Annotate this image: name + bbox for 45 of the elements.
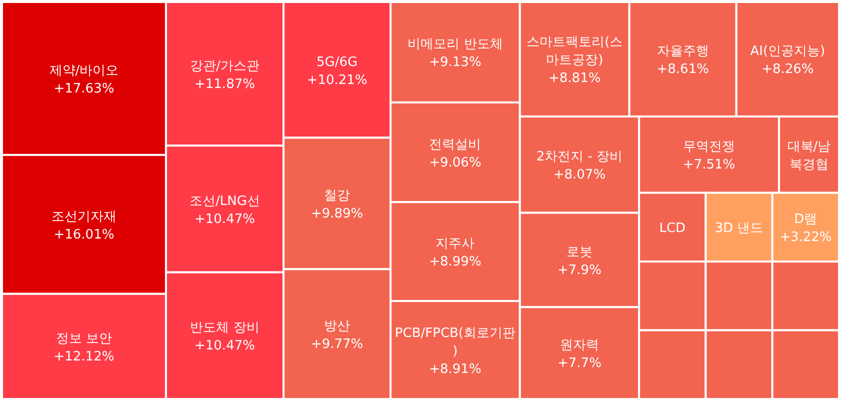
category-label: PCB/FPCB(회로기판) [394,326,516,359]
data-label: +9.13% [429,55,482,70]
data-label: +7.51% [682,158,736,173]
category-label: 정보 보안 [56,331,112,346]
data-label: +8.07% [553,168,606,183]
category-label: 대북/남북경협 [787,140,831,173]
data-label: +17.63% [54,81,114,96]
data-label: +10.47% [194,338,255,354]
category-label: 지주사 [436,236,475,252]
category-label: D램 [794,212,818,228]
category-label: 방산 [324,319,350,334]
category-label: 비메모리 반도체 [408,37,503,52]
category-label: 2차전지 - 장비 [536,150,623,165]
data-label: +10.47% [194,212,255,227]
category-label: 제약/바이오 [49,63,119,78]
category-label: 원자력 [560,338,599,354]
category-label: 자율주행 [656,44,709,60]
data-label: +8.99% [429,254,482,270]
category-label: 3D 낸드 [714,221,764,236]
category-label: 조선기자재 [51,209,116,224]
category-label: 무역전쟁 [683,140,736,155]
category-label: LCD [659,221,686,236]
category-label: 조선/LNG선 [190,194,260,209]
data-label: +9.06% [429,155,482,170]
category-label: 전력설비 [429,137,482,152]
category-label: 철강 [324,188,350,204]
data-label: +9.89% [310,206,364,222]
data-label: +11.87% [194,76,255,92]
category-label: AI(인공지능) [750,44,826,60]
data-label: +12.12% [54,349,114,364]
category-label: 스마트팩토리(스마트공장) [526,35,623,68]
data-label: +7.7% [558,356,602,372]
data-label: +3.22% [780,230,832,246]
category-label: 로봇 [566,244,592,260]
data-label: +7.9% [558,262,602,278]
data-label: +10.21% [306,72,368,88]
data-label: +8.81% [548,71,601,86]
data-label: +9.77% [310,337,364,352]
category-label: 반도체 장비 [190,320,260,336]
data-label: +16.01% [54,227,114,242]
data-label: +8.91% [429,362,482,377]
category-label: 5G/6G [316,54,358,70]
category-label: 강관/가스관 [190,58,260,74]
data-label: +8.61% [656,62,709,78]
data-label: +8.26% [762,62,814,78]
